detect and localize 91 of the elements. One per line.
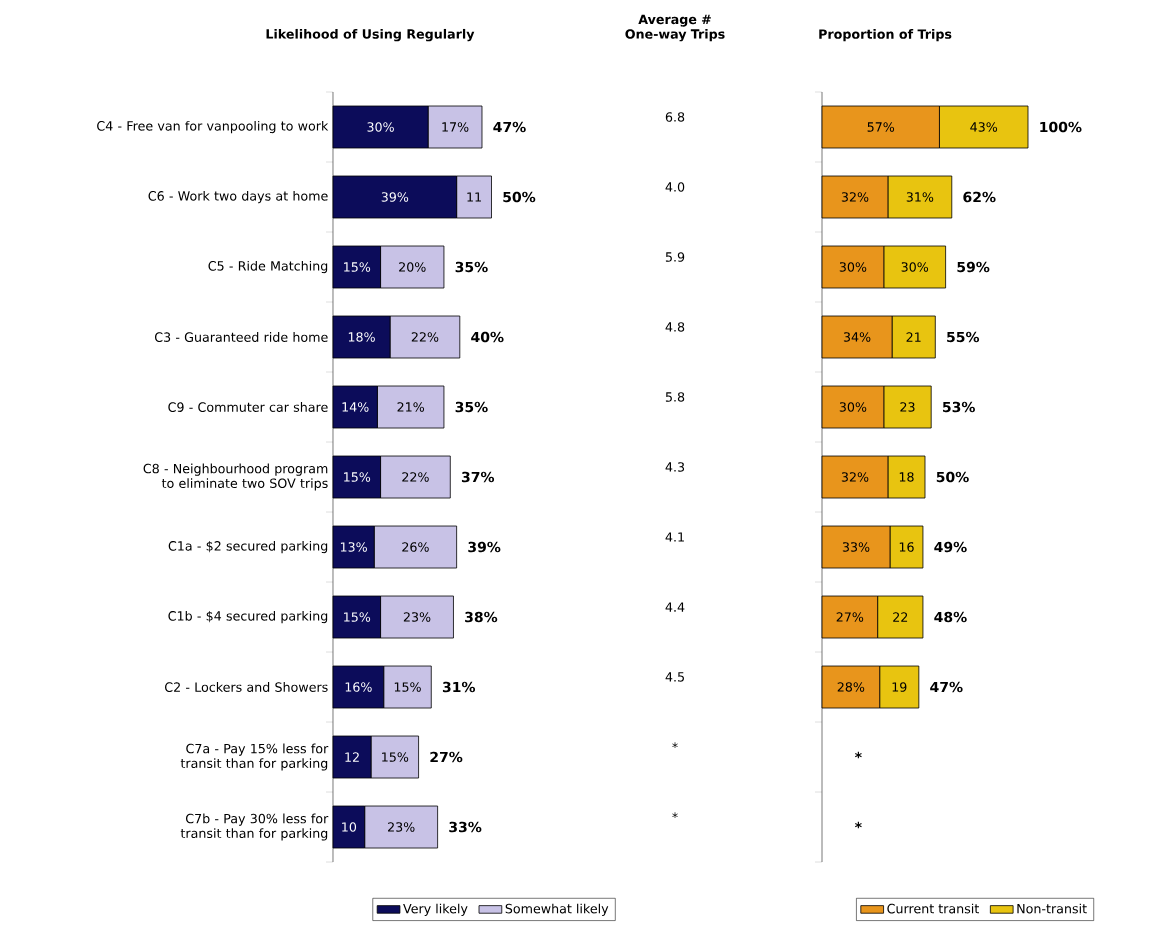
data-label: 30% [367, 122, 394, 132]
data-label: 22 [893, 612, 908, 622]
y-tick-label: C5 - Ride Matching [208, 260, 328, 274]
y-tick-label: C3 - Guaranteed ride home [154, 332, 328, 342]
text: 4.4 [665, 602, 685, 612]
legend-label: Very likely [403, 903, 468, 916]
y-tick-label: C4 - Free van for vanpooling to work [97, 120, 329, 134]
y-tick-label: C1b - $4 secured parking [168, 610, 328, 624]
text: 4.3 [665, 462, 685, 472]
data-label: 17% [442, 122, 469, 132]
data-label: 23% [388, 822, 415, 832]
data-label: 30% [901, 262, 929, 272]
data-label: 57% [867, 122, 895, 132]
data-label: 15% [344, 262, 371, 272]
total-label: 59% [957, 261, 990, 273]
data-label: 22% [402, 472, 429, 482]
data-label: 13% [340, 542, 367, 552]
text: 4.8 [665, 322, 685, 332]
legend-label: Somewhat likely [505, 903, 609, 916]
total-label: 33% [449, 821, 482, 833]
chart-title: Likelihood of Using Regularly [266, 28, 475, 42]
text: * [672, 812, 678, 819]
data-label: 21% [397, 402, 425, 412]
text: 4.1 [665, 532, 684, 542]
data-label: 19 [892, 682, 907, 692]
total-label: 47% [493, 121, 526, 133]
text: * [854, 821, 862, 829]
total-label: 53% [942, 401, 975, 413]
data-label: 39% [381, 192, 409, 202]
data-label: 34% [843, 332, 871, 342]
data-label: 18 [899, 472, 914, 482]
data-label: 32% [841, 472, 869, 482]
total-label: 35% [455, 401, 488, 413]
text: * [854, 751, 862, 759]
total-label: 50% [503, 191, 536, 203]
y-tick-label: C8 - Neighbourhood program to eliminate two SOV trips [143, 463, 328, 491]
data-label: 26% [402, 542, 429, 552]
y-tick-label: C6 - Work two days at home [148, 190, 328, 204]
data-label: 15% [344, 612, 371, 622]
y-tick-label: C7a - Pay 15% less for transit than for parking [180, 743, 329, 771]
y-tick-label: C1a - $2 secured parking [168, 540, 328, 554]
total-label: 27% [430, 751, 463, 763]
total-label: 37% [461, 471, 495, 483]
data-label: 23% [403, 612, 431, 622]
data-label: 30% [839, 402, 867, 412]
text: Average # One-way Trips [625, 14, 725, 42]
legend-label: Current transit [887, 903, 979, 914]
data-label: 22% [411, 332, 439, 342]
data-label: 15% [344, 472, 371, 482]
total-label: 100% [1040, 121, 1082, 133]
text: * [672, 742, 678, 749]
data-label: 33% [842, 542, 870, 552]
data-label: 16% [345, 682, 372, 692]
data-label: 27% [836, 612, 864, 622]
y-tick-label: C7b - Pay 30% less for transit than for parking [180, 813, 329, 841]
data-label: 16 [899, 542, 914, 552]
data-label: 11 [467, 192, 481, 202]
data-label: 43% [970, 122, 998, 132]
legend-label: Non-transit [1017, 903, 1087, 914]
data-label: 15% [394, 682, 421, 692]
text: 4.0 [665, 182, 685, 192]
data-label: 10 [342, 822, 357, 832]
total-label: 55% [947, 331, 980, 343]
data-label: 31% [906, 192, 934, 202]
data-label: 23 [900, 402, 915, 412]
text: 5.9 [665, 252, 685, 262]
text: 4.5 [665, 672, 684, 682]
data-label: 30% [839, 262, 867, 272]
data-label: 15% [382, 752, 409, 762]
total-label: 47% [930, 681, 963, 693]
text: 5.8 [665, 392, 685, 402]
y-tick-label: C2 - Lockers and Showers [165, 682, 328, 692]
data-label: 21 [906, 332, 921, 342]
text: 6.8 [665, 112, 685, 122]
total-label: 50% [936, 471, 969, 483]
total-label: 31% [442, 681, 476, 693]
chart-title: Proportion of Trips [819, 29, 952, 42]
total-label: 49% [934, 541, 967, 553]
total-label: 35% [455, 261, 488, 273]
data-label: 20% [399, 262, 426, 272]
total-label: 62% [963, 191, 996, 203]
total-label: 40% [471, 331, 504, 343]
data-label: 14% [342, 402, 369, 412]
total-label: 38% [465, 611, 498, 623]
y-tick-label: C9 - Commuter car share [168, 402, 328, 412]
data-label: 18% [348, 332, 375, 342]
total-label: 48% [934, 611, 967, 623]
data-label: 28% [837, 682, 865, 692]
total-label: 39% [468, 541, 501, 553]
data-label: 12 [345, 752, 359, 762]
data-label: 32% [841, 192, 869, 202]
